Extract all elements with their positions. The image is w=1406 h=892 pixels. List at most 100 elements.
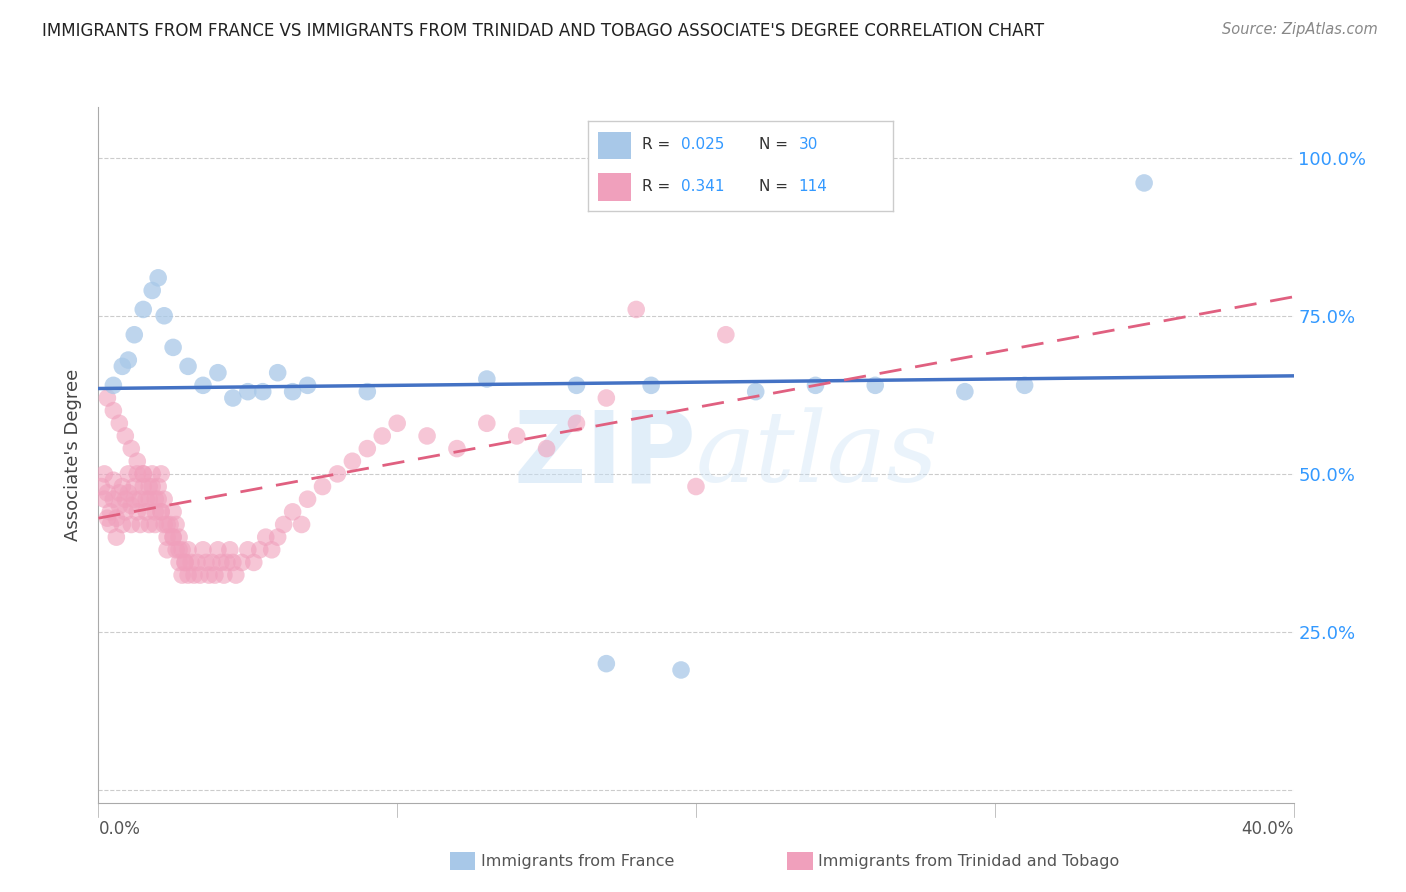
Point — [103, 492, 125, 507]
Point — [172, 568, 194, 582]
Point — [201, 556, 224, 570]
Point — [117, 353, 139, 368]
Point — [93, 492, 115, 507]
Point — [191, 378, 214, 392]
Point — [96, 486, 118, 500]
Point — [167, 530, 190, 544]
Point — [156, 517, 179, 532]
Point — [188, 568, 211, 582]
Point — [100, 517, 122, 532]
Point — [207, 542, 229, 557]
Point — [120, 499, 142, 513]
Point — [198, 568, 221, 582]
Point — [626, 302, 648, 317]
Text: Source: ZipAtlas.com: Source: ZipAtlas.com — [1222, 22, 1378, 37]
Point — [153, 309, 176, 323]
Point — [108, 499, 131, 513]
Point — [260, 542, 283, 557]
Point — [172, 542, 194, 557]
Point — [536, 442, 558, 456]
Point — [186, 556, 208, 570]
Point — [132, 302, 155, 317]
Point — [565, 417, 588, 431]
Point — [93, 467, 115, 481]
Point — [96, 391, 118, 405]
Point — [167, 556, 190, 570]
Point — [96, 511, 118, 525]
Point — [804, 378, 827, 392]
Point — [714, 327, 737, 342]
Text: Immigrants from France: Immigrants from France — [481, 855, 675, 869]
Point — [114, 505, 136, 519]
Point — [129, 492, 152, 507]
Point — [105, 511, 128, 525]
Point — [273, 517, 295, 532]
Point — [222, 391, 245, 405]
Point — [150, 505, 173, 519]
Point — [236, 542, 259, 557]
Point — [156, 542, 179, 557]
Point — [506, 429, 529, 443]
Point — [108, 486, 131, 500]
Point — [297, 378, 319, 392]
Point — [326, 467, 349, 481]
Point — [148, 492, 170, 507]
Point — [174, 556, 197, 570]
Point — [150, 467, 173, 481]
Point — [669, 663, 692, 677]
Point — [132, 467, 155, 481]
Point — [120, 442, 142, 456]
Point — [141, 479, 163, 493]
Point — [595, 657, 617, 671]
Point — [254, 530, 277, 544]
Point — [103, 378, 125, 392]
Point — [143, 505, 166, 519]
Point — [267, 366, 290, 380]
Point — [135, 492, 157, 507]
Point — [243, 556, 266, 570]
Point — [150, 505, 173, 519]
Point — [117, 467, 139, 481]
Point — [281, 384, 304, 399]
Point — [231, 556, 253, 570]
Point — [167, 542, 190, 557]
Point — [127, 467, 149, 481]
Point — [105, 530, 128, 544]
Point — [124, 479, 146, 493]
Text: IMMIGRANTS FROM FRANCE VS IMMIGRANTS FROM TRINIDAD AND TOBAGO ASSOCIATE'S DEGREE: IMMIGRANTS FROM FRANCE VS IMMIGRANTS FRO… — [42, 22, 1045, 40]
Text: 0.0%: 0.0% — [98, 820, 141, 838]
Point — [249, 542, 271, 557]
Point — [111, 359, 134, 374]
Point — [311, 479, 333, 493]
Point — [177, 359, 200, 374]
Point — [640, 378, 662, 392]
Point — [291, 517, 314, 532]
Point — [162, 530, 184, 544]
Point — [156, 530, 179, 544]
Point — [1014, 378, 1036, 392]
Point — [297, 492, 319, 507]
Point — [138, 492, 160, 507]
Text: 40.0%: 40.0% — [1241, 820, 1294, 838]
Point — [127, 505, 149, 519]
Point — [162, 340, 184, 354]
Point — [129, 517, 152, 532]
Y-axis label: Associate's Degree: Associate's Degree — [65, 368, 83, 541]
Point — [222, 556, 245, 570]
Point — [132, 467, 155, 481]
Point — [475, 417, 498, 431]
Point — [114, 492, 136, 507]
Point — [141, 467, 163, 481]
Point — [148, 479, 170, 493]
Point — [135, 505, 157, 519]
Point — [281, 505, 304, 519]
Point — [153, 517, 176, 532]
Point — [100, 505, 122, 519]
Point — [108, 417, 131, 431]
Point — [138, 517, 160, 532]
Point — [204, 568, 226, 582]
Point — [162, 505, 184, 519]
Point — [371, 429, 394, 443]
Point — [111, 479, 134, 493]
Point — [183, 568, 205, 582]
